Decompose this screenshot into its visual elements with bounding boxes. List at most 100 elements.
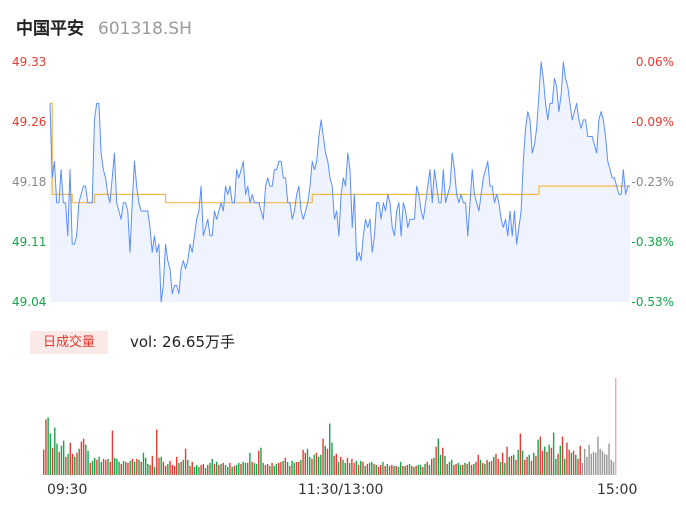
volume-bar	[58, 451, 60, 475]
volume-bar	[337, 461, 340, 475]
volume-bar	[182, 459, 185, 475]
volume-bar	[98, 456, 100, 475]
volume-bar	[136, 458, 138, 475]
volume-bar	[275, 463, 278, 475]
volume-bar	[297, 461, 300, 475]
volume-bar	[311, 458, 313, 475]
volume-bar	[240, 463, 242, 475]
avg-price-line	[50, 102, 630, 204]
y-right-label: -0.38%	[631, 235, 674, 249]
volume-bar	[111, 430, 114, 475]
volume-bar	[413, 466, 415, 475]
volume-bar	[561, 436, 564, 475]
volume-bar	[251, 461, 253, 475]
volume-bar	[583, 448, 586, 475]
volume-bar	[433, 457, 435, 475]
volume-bar	[513, 454, 515, 475]
volume-bar	[484, 463, 486, 475]
volume-bar	[295, 461, 298, 475]
volume-bar	[211, 458, 213, 475]
volume-bar	[399, 461, 402, 475]
volume-bar	[209, 462, 211, 476]
volume-bar	[138, 459, 140, 475]
volume-bar	[125, 461, 127, 475]
volume-bar	[140, 461, 142, 475]
volume-bar	[187, 459, 189, 475]
volume-bar	[470, 464, 473, 475]
volume-bar	[271, 462, 273, 476]
volume-bar	[47, 417, 49, 475]
volume-bar	[430, 458, 433, 475]
volume-bar	[537, 439, 539, 475]
volume-bar	[479, 459, 482, 475]
y-right-label: -0.53%	[631, 295, 674, 309]
volume-bar	[481, 462, 484, 476]
volume-bar	[176, 456, 178, 475]
volume-bar	[65, 456, 67, 475]
volume-bar	[557, 453, 559, 475]
volume-bar	[386, 463, 389, 475]
volume-bar	[149, 464, 151, 475]
volume-bar	[222, 462, 224, 476]
volume-bar	[406, 464, 408, 475]
volume-bar	[402, 465, 404, 475]
volume-bar	[317, 456, 320, 475]
volume-bar	[566, 442, 568, 475]
volume-bar	[329, 423, 331, 475]
volume-bar	[220, 463, 222, 475]
volume-bar	[393, 465, 395, 475]
volume-tab[interactable]: 日成交量	[30, 331, 108, 354]
volume-bar	[153, 466, 156, 475]
volume-bar	[515, 459, 517, 475]
volume-bar	[218, 464, 220, 475]
volume-bar	[76, 452, 78, 475]
volume-bar	[151, 455, 154, 475]
volume-bar	[552, 432, 555, 475]
volume-bar	[291, 460, 293, 475]
volume-bar	[229, 462, 231, 476]
volume-bar	[49, 433, 52, 475]
volume-bar	[508, 456, 510, 475]
volume-bar	[590, 453, 593, 475]
volume-bar	[333, 455, 335, 475]
volume-bar	[109, 461, 111, 475]
volume-bar	[306, 448, 309, 475]
volume-bar	[238, 462, 240, 476]
volume-bar	[404, 465, 406, 475]
y-right-label: -0.23%	[631, 175, 674, 189]
volume-bar	[278, 462, 280, 476]
volume-bar	[286, 461, 289, 475]
volume-bar	[102, 458, 105, 475]
volume-bar	[169, 460, 171, 475]
volume-bar	[324, 445, 326, 475]
volume-bar	[377, 466, 380, 475]
volume-bar	[224, 464, 227, 475]
volume-bar	[264, 464, 267, 475]
volume-bar	[355, 460, 357, 475]
volume-bar	[408, 463, 411, 475]
volume-bar	[56, 443, 58, 475]
volume-bar	[375, 464, 377, 475]
y-left-label: 49.33	[12, 55, 47, 69]
volume-bar	[437, 438, 440, 476]
time-label-midday: 11:30/13:00	[298, 482, 384, 498]
volume-bar	[570, 452, 573, 475]
volume-bar	[586, 456, 588, 475]
volume-bar	[568, 449, 570, 475]
volume-bar	[107, 458, 109, 475]
volume-bar	[353, 462, 355, 476]
volume-bar	[89, 462, 91, 476]
volume-bar	[85, 444, 87, 475]
volume-bar	[302, 449, 304, 475]
volume-bar	[490, 460, 493, 475]
volume-bar	[244, 462, 247, 476]
volume-bar	[326, 448, 329, 475]
volume-bar	[60, 445, 63, 475]
volume-bar	[364, 465, 366, 475]
volume-bar	[51, 447, 54, 475]
volume-bar	[120, 463, 122, 475]
volume-bar	[162, 461, 165, 475]
volume-bar	[572, 450, 575, 475]
volume-bar	[164, 465, 167, 475]
volume-bar	[388, 465, 391, 475]
